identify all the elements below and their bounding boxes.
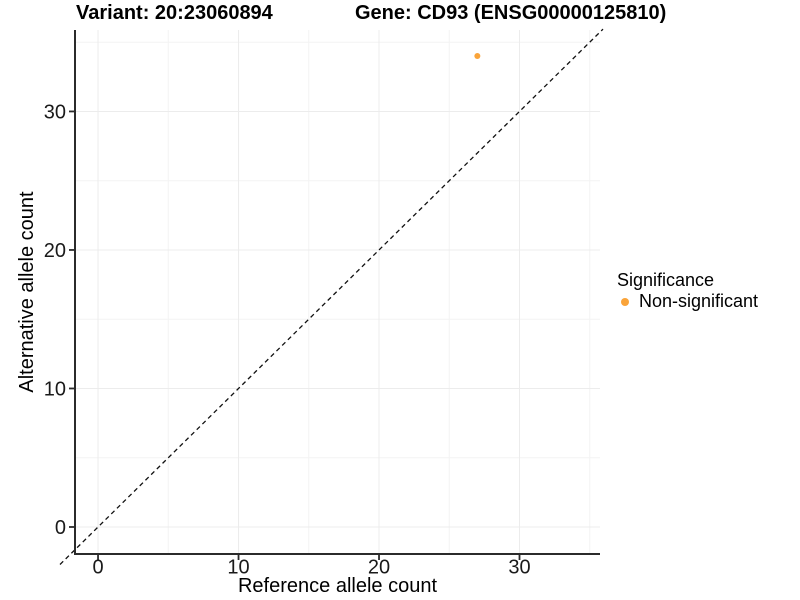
y-axis-title: Alternative allele count [16,191,38,393]
legend-title: Significance [617,270,715,290]
legend-item-label: Non-significant [639,291,759,311]
plot-title-variant: Variant: 20:23060894 [76,2,273,24]
plot-title-gene: Gene: CD93 (ENSG00000125810) [355,2,667,24]
x-axis-title: Reference allele count [237,575,437,597]
identity-line [59,28,604,565]
data-point [474,53,481,60]
legend-item-non-significant: Non-significant [617,291,758,312]
y-tick-label: 0 [55,517,66,539]
x-tick-label: 0 [92,557,103,579]
x-tick-label: 10 [227,557,249,579]
y-tick-label: 10 [44,378,66,400]
x-tick-label: 20 [368,557,390,579]
legend: Significance Non-significant [617,270,758,312]
x-tick-label: 30 [508,557,530,579]
legend-point-icon [621,297,629,306]
y-tick-label: 20 [44,240,66,262]
y-tick-label: 30 [44,101,66,123]
